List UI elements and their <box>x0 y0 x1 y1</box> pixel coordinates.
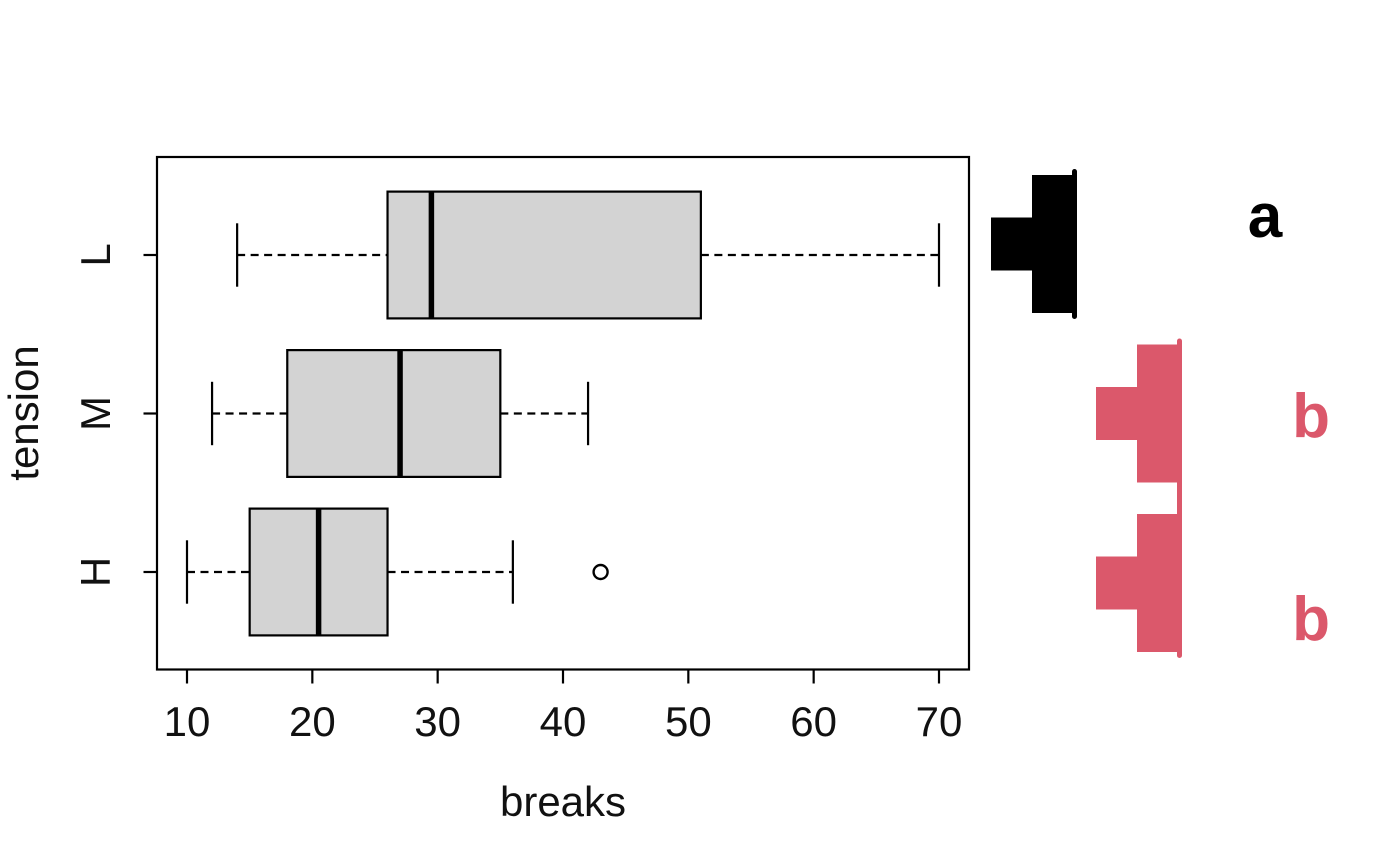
boxplot-M <box>210 349 590 479</box>
x-tick-label: 60 <box>790 698 837 745</box>
x-axis-title: breaks <box>500 778 626 825</box>
x-axis: 10 20 30 40 50 60 70 <box>164 669 963 745</box>
x-tick-label: 50 <box>665 698 712 745</box>
ts-shape-a <box>991 169 1077 319</box>
y-tick-label: H <box>72 557 119 587</box>
cld-letter: b <box>1292 382 1330 451</box>
ts-arm <box>991 217 1032 271</box>
ts-arm <box>1096 387 1137 440</box>
cld-letters: a b b <box>1248 182 1330 654</box>
ts-bar <box>1032 175 1077 313</box>
cld-letter: b <box>1292 585 1330 654</box>
cld-letter: a <box>1248 182 1283 251</box>
outlier-point <box>592 563 609 581</box>
y-tick-label: M <box>72 396 119 431</box>
ts-shape-b <box>1096 338 1182 658</box>
iqr-box <box>286 349 502 479</box>
ts-bar <box>1137 514 1182 652</box>
ts-arm <box>1096 556 1137 610</box>
ts-display <box>991 169 1182 658</box>
y-tick-label: L <box>72 243 119 266</box>
boxplot-H <box>185 507 609 637</box>
x-tick-label: 30 <box>414 698 461 745</box>
y-axis-title: tension <box>0 345 47 480</box>
boxplot-L <box>236 190 941 320</box>
x-tick-label: 70 <box>916 698 963 745</box>
ts-bar <box>1137 344 1182 483</box>
iqr-box <box>386 190 702 320</box>
x-tick-label: 20 <box>289 698 336 745</box>
boxplots <box>185 190 941 637</box>
y-axis: L M H <box>72 243 157 587</box>
x-tick-label: 10 <box>164 698 211 745</box>
x-tick-label: 40 <box>540 698 587 745</box>
